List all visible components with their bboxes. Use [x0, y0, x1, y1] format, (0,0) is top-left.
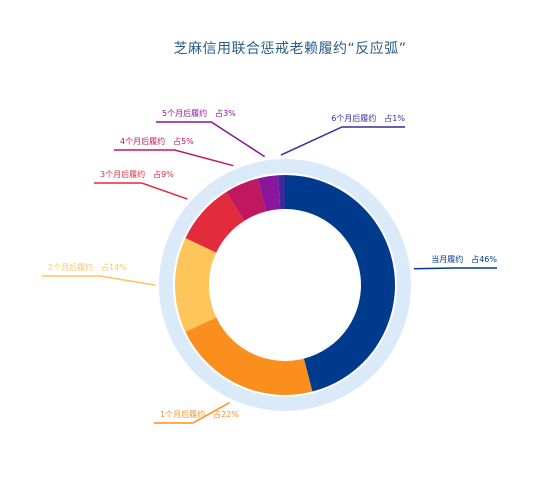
slice-label: 5个月后履约 占3%	[162, 108, 236, 118]
halo-segment	[170, 332, 317, 411]
halo-segment	[253, 159, 278, 177]
slice-label: 6个月后履约 占1%	[331, 113, 405, 123]
slice-label: 1个月后履约 占22%	[160, 409, 239, 419]
leader-line	[156, 121, 266, 158]
leader-line	[154, 401, 231, 424]
halo-segment	[285, 159, 412, 408]
slice-labels: 当月履约 占46% 1个月后履约 占22% 2个月后履约 占14% 3个月后履约 占9…	[48, 108, 497, 419]
leader-line	[280, 126, 405, 156]
halo-segment	[277, 159, 285, 174]
donut-slice	[257, 175, 281, 212]
chart-title: 芝麻信用联合惩戒老赖履约“反应弧”	[173, 40, 406, 57]
slice-label: 2个月后履约 占14%	[48, 262, 127, 272]
slice-label: 3个月后履约 占9%	[100, 169, 174, 179]
donut-slice	[285, 175, 396, 392]
leader-line	[94, 182, 188, 200]
donut-slice	[226, 178, 267, 221]
leader-lines	[42, 121, 497, 424]
leader-line	[413, 267, 497, 270]
halo-segment	[170, 178, 225, 238]
donut-slice	[185, 192, 245, 253]
donut-slice	[278, 175, 285, 210]
halo-segment	[217, 162, 258, 191]
donut-slice	[185, 317, 313, 395]
halo-segment	[159, 231, 184, 339]
leader-line	[114, 149, 234, 167]
slice-group	[175, 175, 396, 395]
slice-label: 当月履约 占46%	[431, 254, 497, 264]
halo-ring	[159, 159, 412, 411]
donut-slice	[175, 238, 217, 332]
slice-label: 4个月后履约 占5%	[120, 136, 194, 146]
leader-line	[42, 275, 156, 286]
